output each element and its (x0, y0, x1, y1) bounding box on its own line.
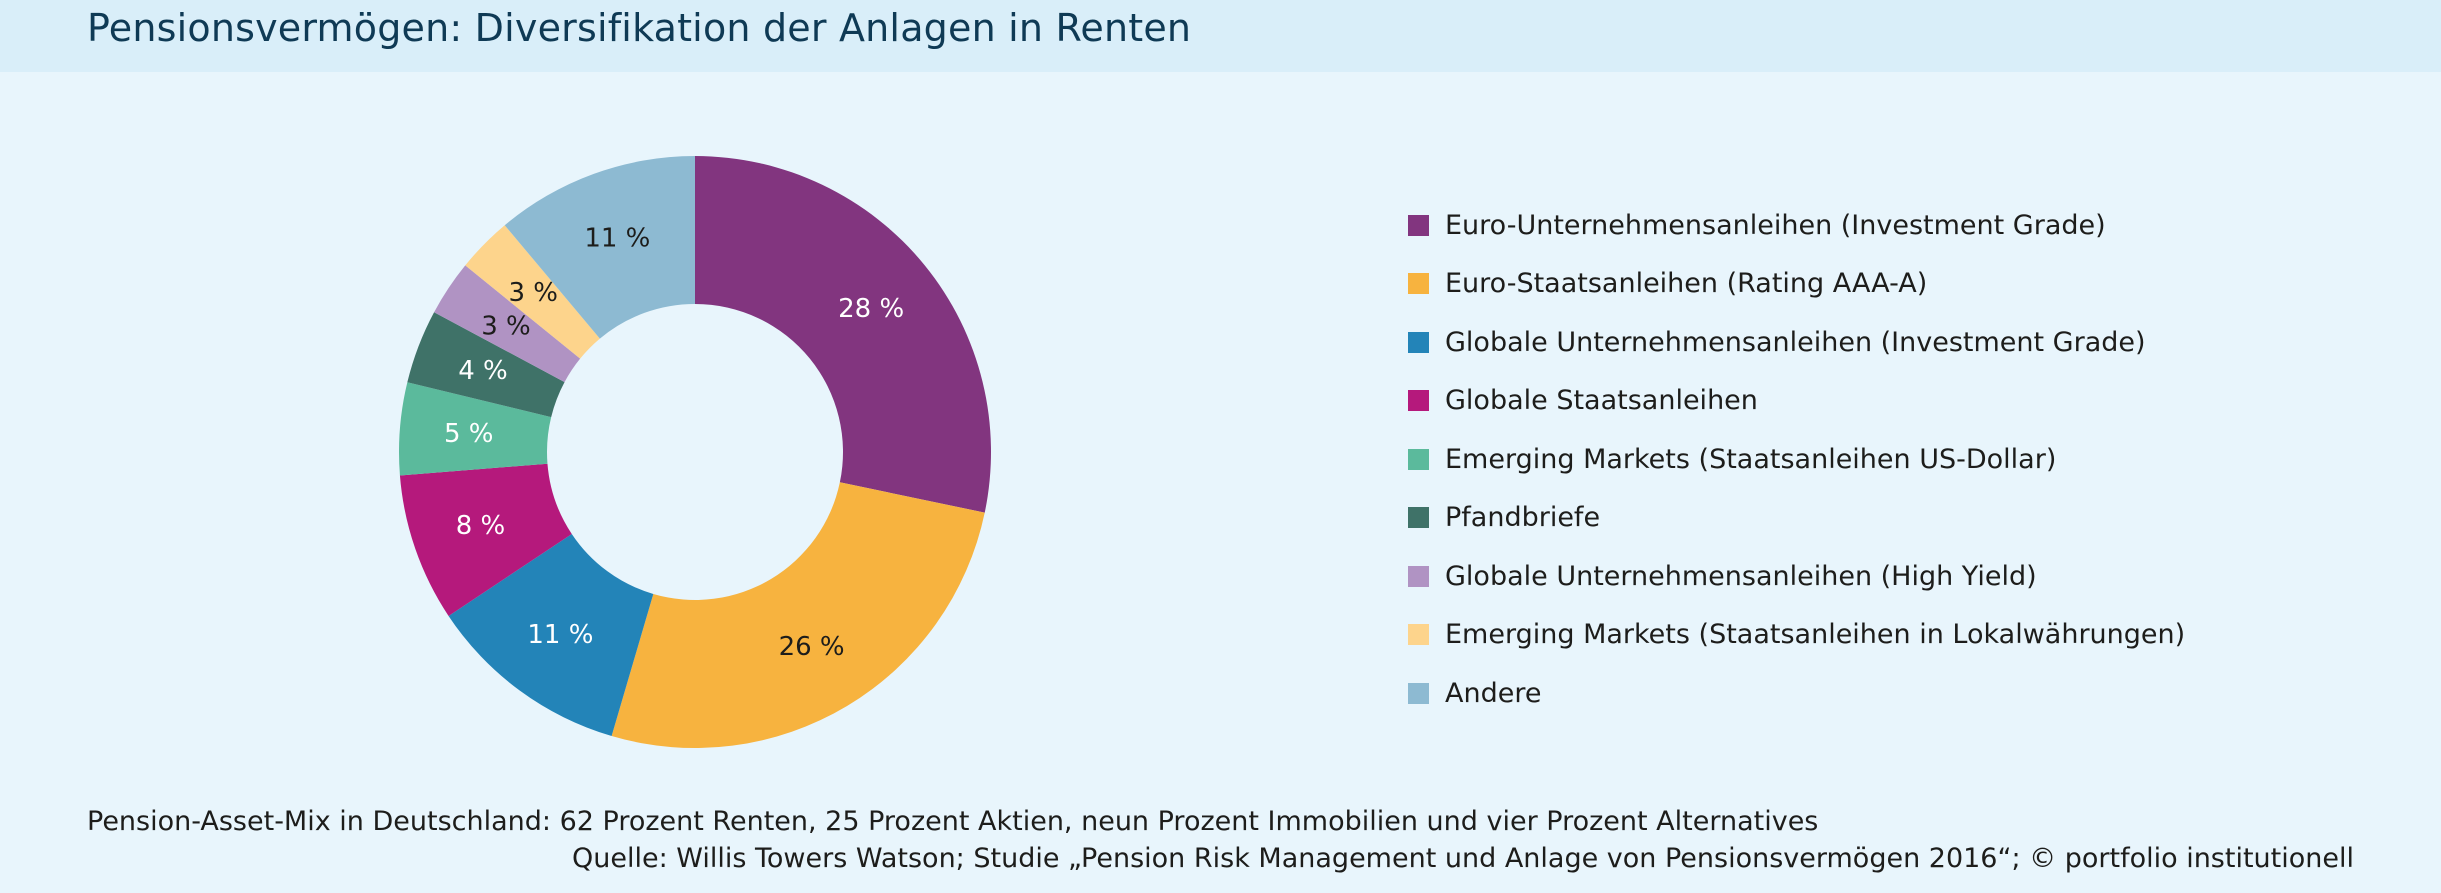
slice-label-9: 11 % (584, 224, 650, 254)
legend-item-5: Emerging Markets (Staatsanleihen US-Doll… (1408, 430, 2185, 489)
legend-swatch (1408, 565, 1429, 587)
legend-swatch (1408, 624, 1429, 646)
legend-label: Emerging Markets (Staatsanleihen US-Doll… (1445, 443, 2057, 475)
legend-item-7: Globale Unternehmensanleihen (High Yield… (1408, 547, 2185, 606)
legend-item-4: Globale Staatsanleihen (1408, 372, 2185, 431)
legend-swatch (1408, 507, 1429, 529)
legend: Euro-Unternehmensanleihen (Investment Gr… (1408, 196, 2185, 723)
legend-label: Andere (1445, 677, 1542, 709)
slice-7 (434, 265, 581, 383)
legend-swatch (1408, 214, 1429, 236)
slice-label-1: 28 % (838, 294, 904, 324)
source-note: Quelle: Willis Towers Watson; Studie „Pe… (571, 843, 2354, 874)
slice-9 (504, 156, 695, 339)
legend-swatch (1408, 273, 1429, 295)
slice-label-7: 3 % (481, 311, 531, 341)
legend-label: Euro-Staatsanleihen (Rating AAA-A) (1445, 268, 1928, 300)
slice-label-4: 8 % (456, 511, 506, 541)
slice-label-6: 4 % (458, 356, 508, 386)
title-bar: Pensionsvermögen: Diversifikation der An… (0, 0, 2441, 72)
legend-label: Globale Unternehmensanleihen (Investment… (1445, 326, 2146, 358)
slice-5 (399, 382, 552, 476)
chart-title: Pensionsvermögen: Diversifikation der An… (87, 6, 1192, 50)
legend-swatch (1408, 331, 1429, 353)
legend-label: Pfandbriefe (1445, 502, 1601, 534)
footnote: Pension-Asset-Mix in Deutschland: 62 Pro… (87, 806, 1819, 837)
slice-3 (448, 533, 654, 737)
legend-item-3: Globale Unternehmensanleihen (Investment… (1408, 313, 2185, 372)
slice-label-8: 3 % (508, 278, 558, 308)
slice-6 (407, 312, 565, 418)
legend-label: Globale Unternehmensanleihen (High Yield… (1445, 560, 2037, 592)
legend-swatch (1408, 448, 1429, 470)
legend-label: Globale Staatsanleihen (1445, 385, 1758, 417)
legend-swatch (1408, 682, 1429, 704)
legend-label: Emerging Markets (Staatsanleihen in Loka… (1445, 619, 2186, 651)
legend-label: Euro-Unternehmensanleihen (Investment Gr… (1445, 209, 2106, 241)
slice-2 (611, 482, 985, 748)
slice-4 (399, 463, 572, 616)
slice-label-3: 11 % (527, 620, 593, 650)
slice-label-2: 26 % (779, 632, 845, 662)
slice-8 (465, 225, 600, 359)
legend-item-9: Andere (1408, 664, 2185, 723)
legend-item-1: Euro-Unternehmensanleihen (Investment Gr… (1408, 196, 2185, 255)
legend-item-8: Emerging Markets (Staatsanleihen in Loka… (1408, 606, 2185, 665)
legend-item-2: Euro-Staatsanleihen (Rating AAA-A) (1408, 255, 2185, 314)
slice-1 (695, 156, 992, 513)
legend-swatch (1408, 390, 1429, 412)
legend-item-6: Pfandbriefe (1408, 489, 2185, 548)
slice-label-5: 5 % (444, 419, 494, 449)
